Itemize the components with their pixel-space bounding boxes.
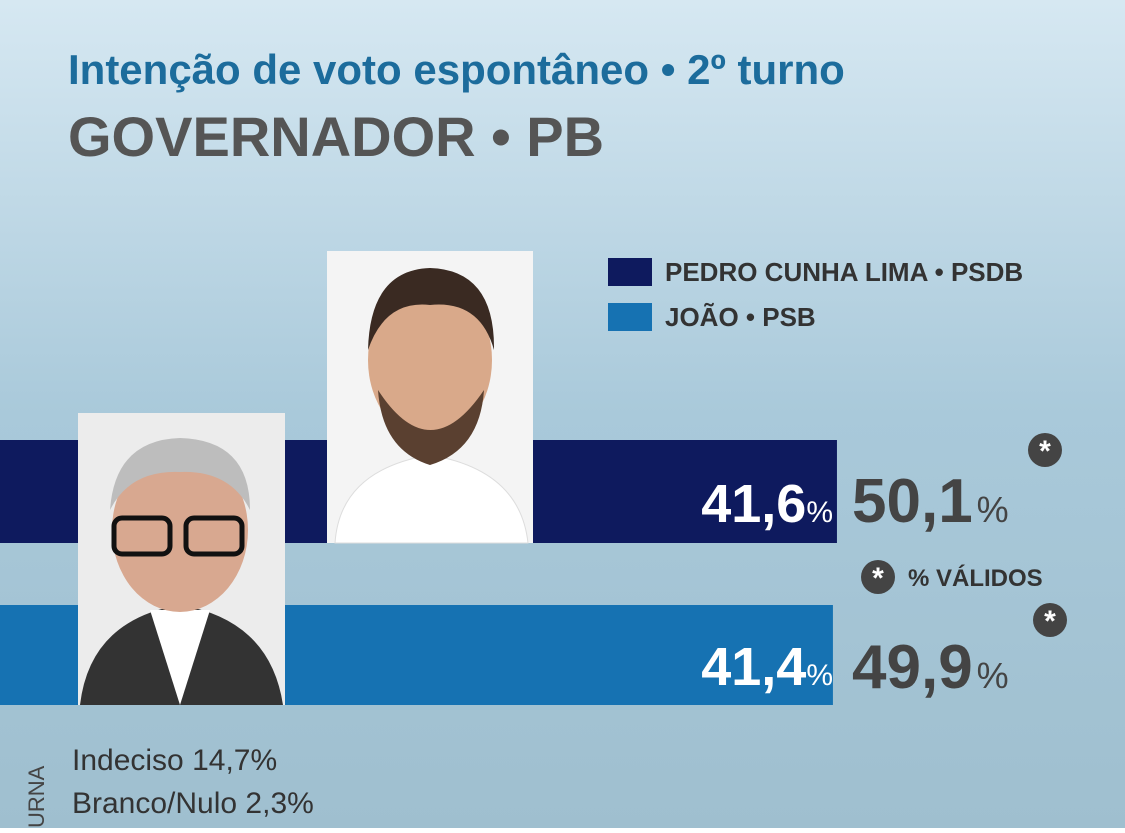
value-label: 41,6% xyxy=(701,474,833,534)
asterisk-icon xyxy=(1028,433,1062,467)
photo-pedro xyxy=(327,251,533,544)
legend-label: PEDRO CUNHA LIMA • PSDB xyxy=(665,257,1023,287)
side-label: URNA xyxy=(24,765,49,828)
photo-joao xyxy=(78,413,285,705)
value-label: 41,4% xyxy=(701,637,833,697)
legend-label: JOÃO • PSB xyxy=(665,302,816,332)
asterisk-glyph: * xyxy=(1044,605,1056,638)
asterisk-icon xyxy=(861,560,895,594)
valid-value-label: 50,1% xyxy=(852,467,1009,536)
legend-swatch xyxy=(608,258,652,286)
value-number: 41,6 xyxy=(701,474,806,534)
valid-note: % VÁLIDOS xyxy=(908,564,1043,592)
asterisk-glyph: * xyxy=(872,562,884,595)
value-number: 41,4 xyxy=(701,637,806,697)
asterisk-icon xyxy=(1033,603,1067,637)
value-unit: % xyxy=(806,496,833,529)
value-unit: % xyxy=(806,659,833,692)
other-option: Branco/Nulo 2,3% xyxy=(72,787,314,820)
valid-unit: % xyxy=(977,655,1009,696)
chart-subtitle: GOVERNADOR • PB xyxy=(68,105,604,168)
valid-number: 50,1 xyxy=(852,467,973,536)
asterisk-glyph: * xyxy=(1039,435,1051,468)
chart-title: Intenção de voto espontâneo • 2º turno xyxy=(68,46,845,93)
valid-number: 49,9 xyxy=(852,633,973,702)
valid-value-label: 49,9% xyxy=(852,633,1009,702)
other-option: Indeciso 14,7% xyxy=(72,744,277,777)
valid-unit: % xyxy=(977,489,1009,530)
legend-swatch xyxy=(608,303,652,331)
